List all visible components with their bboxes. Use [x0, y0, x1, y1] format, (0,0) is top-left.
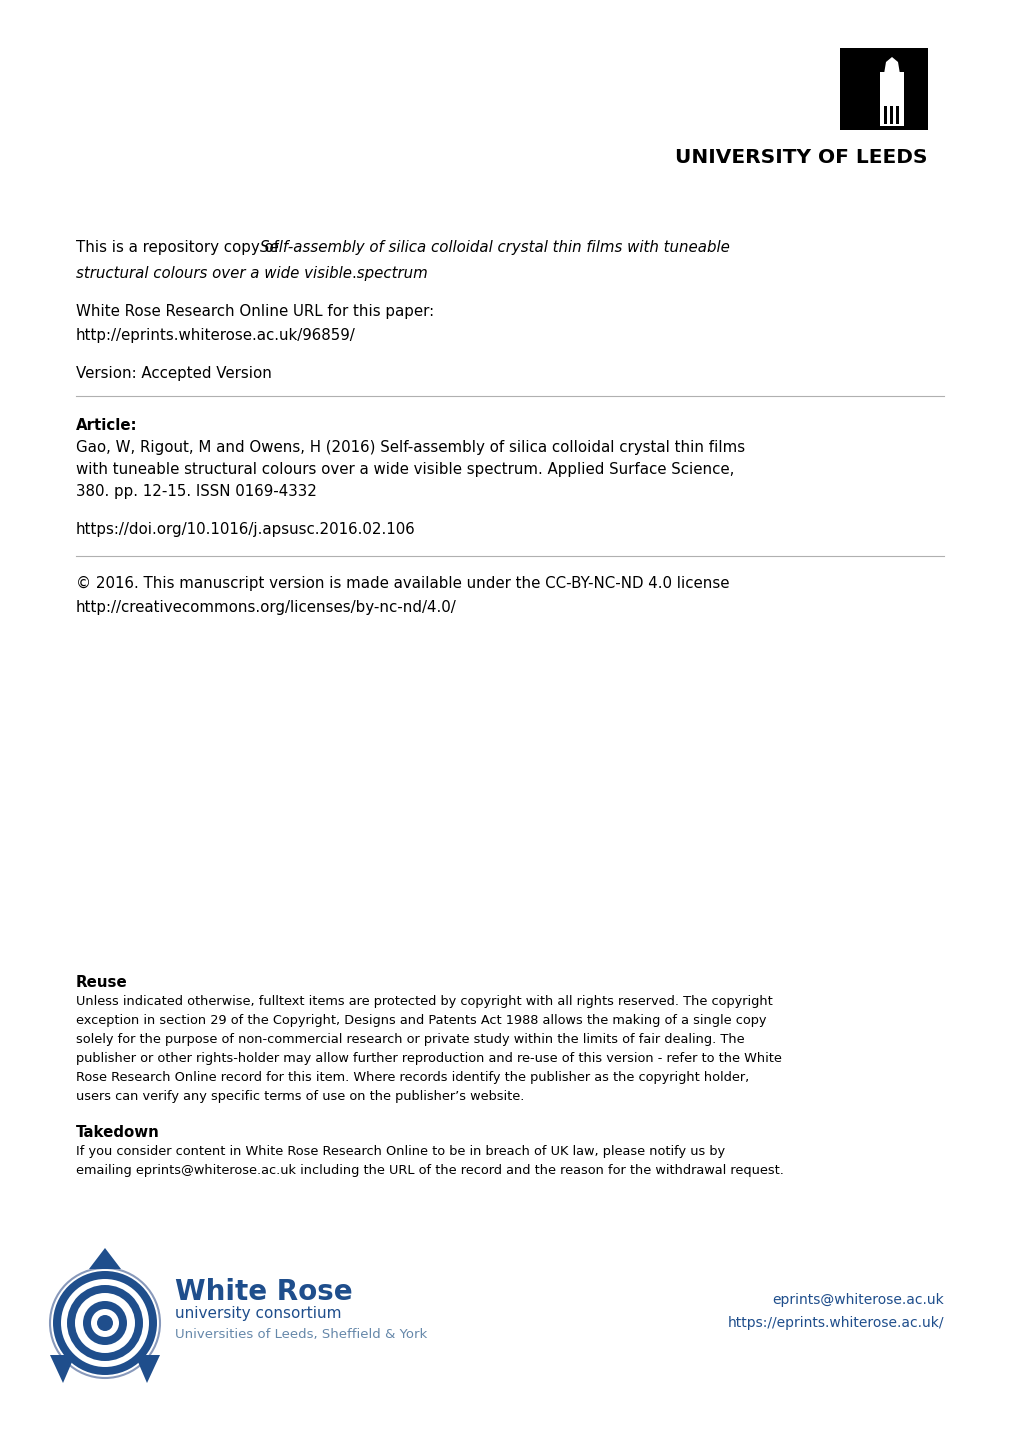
Text: Gao, W, Rigout, M and Owens, H (2016) Self-assembly of silica colloidal crystal : Gao, W, Rigout, M and Owens, H (2016) Se…	[76, 440, 745, 455]
Text: solely for the purpose of non-commercial research or private study within the li: solely for the purpose of non-commercial…	[76, 1033, 744, 1046]
Text: Takedown: Takedown	[76, 1126, 160, 1140]
Polygon shape	[50, 1355, 75, 1382]
Circle shape	[91, 1309, 119, 1338]
Polygon shape	[135, 1355, 160, 1382]
Text: structural colours over a wide visible spectrum: structural colours over a wide visible s…	[76, 266, 427, 281]
Bar	[883, 105, 887, 124]
Circle shape	[75, 1293, 135, 1354]
Text: with tuneable structural colours over a wide visible spectrum. Applied Surface S: with tuneable structural colours over a …	[76, 462, 734, 478]
Circle shape	[61, 1278, 149, 1367]
Circle shape	[53, 1271, 157, 1375]
Text: © 2016. This manuscript version is made available under the CC-BY-NC-ND 4.0 lice: © 2016. This manuscript version is made …	[76, 576, 729, 592]
Bar	[896, 105, 899, 124]
Text: Self-assembly of silica colloidal crystal thin films with tuneable: Self-assembly of silica colloidal crysta…	[260, 240, 730, 255]
Text: Version: Accepted Version: Version: Accepted Version	[76, 367, 272, 381]
Text: Universities of Leeds, Sheffield & York: Universities of Leeds, Sheffield & York	[175, 1328, 427, 1341]
Polygon shape	[879, 58, 903, 74]
Circle shape	[97, 1315, 113, 1330]
Text: exception in section 29 of the Copyright, Designs and Patents Act 1988 allows th: exception in section 29 of the Copyright…	[76, 1014, 765, 1027]
Text: http://eprints.whiterose.ac.uk/96859/: http://eprints.whiterose.ac.uk/96859/	[76, 328, 356, 343]
Text: Rose Research Online record for this item. Where records identify the publisher : Rose Research Online record for this ite…	[76, 1071, 749, 1084]
Text: users can verify any specific terms of use on the publisher’s website.: users can verify any specific terms of u…	[76, 1089, 524, 1102]
Bar	[840, 48, 927, 130]
Text: http://creativecommons.org/licenses/by-nc-nd/4.0/: http://creativecommons.org/licenses/by-n…	[76, 600, 457, 615]
Text: This is a repository copy of: This is a repository copy of	[76, 240, 283, 255]
Text: emailing eprints@whiterose.ac.uk including the URL of the record and the reason : emailing eprints@whiterose.ac.uk includi…	[76, 1165, 784, 1177]
Text: White Rose Research Online URL for this paper:: White Rose Research Online URL for this …	[76, 304, 434, 319]
Text: Article:: Article:	[76, 418, 138, 433]
Text: eprints@whiterose.ac.uk: eprints@whiterose.ac.uk	[771, 1293, 943, 1307]
Text: If you consider content in White Rose Research Online to be in breach of UK law,: If you consider content in White Rose Re…	[76, 1144, 725, 1157]
Text: publisher or other rights-holder may allow further reproduction and re-use of th: publisher or other rights-holder may all…	[76, 1052, 782, 1065]
Circle shape	[67, 1286, 143, 1361]
Text: .: .	[351, 266, 356, 281]
Text: Unless indicated otherwise, fulltext items are protected by copyright with all r: Unless indicated otherwise, fulltext ite…	[76, 996, 772, 1009]
Text: Reuse: Reuse	[76, 975, 127, 990]
Circle shape	[83, 1302, 127, 1345]
Text: 380. pp. 12-15. ISSN 0169-4332: 380. pp. 12-15. ISSN 0169-4332	[76, 483, 317, 499]
Bar	[890, 105, 893, 124]
Text: White Rose: White Rose	[175, 1278, 353, 1306]
Text: UNIVERSITY OF LEEDS: UNIVERSITY OF LEEDS	[675, 149, 927, 167]
Bar	[879, 72, 903, 126]
Text: https://doi.org/10.1016/j.apsusc.2016.02.106: https://doi.org/10.1016/j.apsusc.2016.02…	[76, 522, 416, 537]
Text: university consortium: university consortium	[175, 1306, 341, 1320]
Text: https://eprints.whiterose.ac.uk/: https://eprints.whiterose.ac.uk/	[727, 1316, 943, 1330]
Polygon shape	[89, 1248, 121, 1268]
